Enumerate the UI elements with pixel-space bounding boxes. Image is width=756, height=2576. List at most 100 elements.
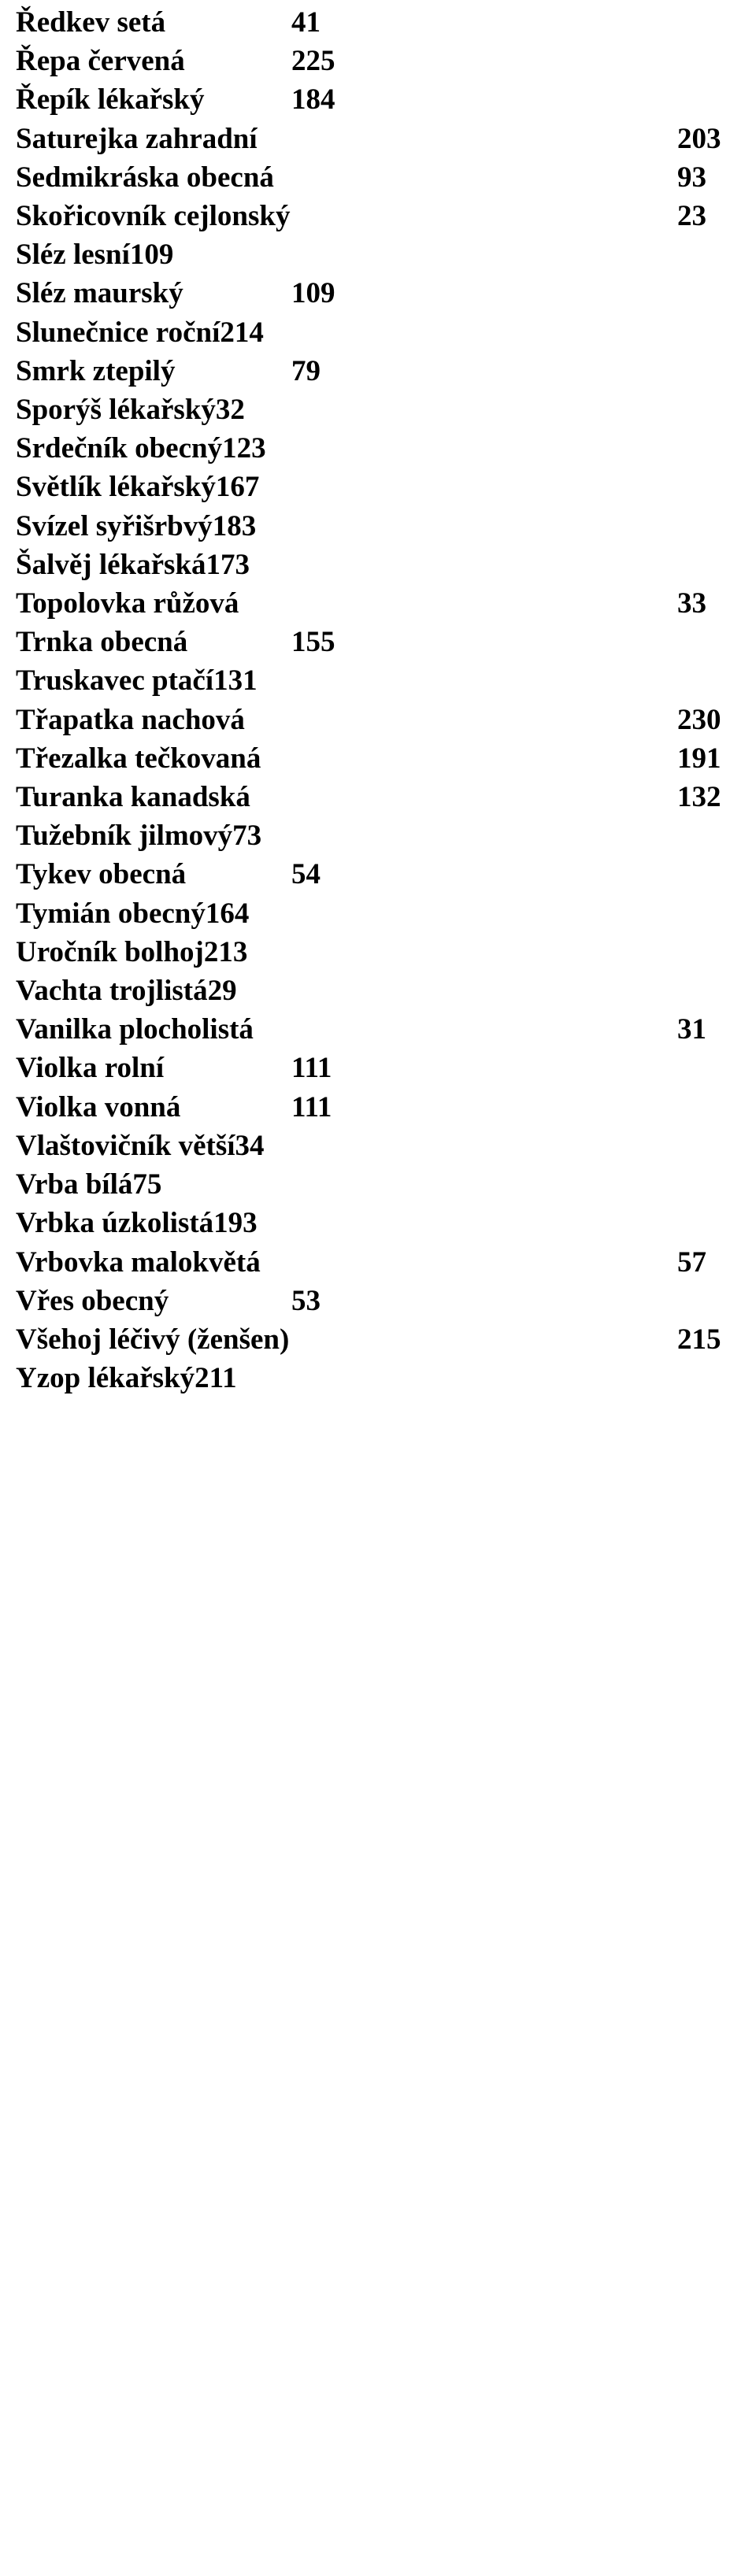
plant-name: Sléz lesní	[16, 235, 130, 274]
list-item: Smrk ztepilý79	[16, 352, 740, 390]
plant-name: Vlaštovičník větší	[16, 1127, 235, 1165]
list-item: Vlaštovičník větší 34	[16, 1127, 740, 1165]
plant-name: Topolovka růžová	[16, 584, 291, 623]
page-number: 41	[291, 3, 321, 42]
list-item: Svízel syřišrbvý 183	[16, 507, 740, 546]
page-number: 34	[235, 1127, 265, 1165]
plant-name: Sporýš lékařský	[16, 390, 216, 429]
plant-name: Tužebník jilmový	[16, 816, 232, 855]
page-number: 29	[208, 972, 237, 1010]
page-number: 32	[216, 390, 245, 429]
list-item: Uročník bolhoj 213	[16, 933, 740, 972]
list-item: Vřes obecný53	[16, 1282, 740, 1320]
page-number: 123	[222, 429, 266, 468]
list-item: Vrbka úzkolistá 193	[16, 1204, 740, 1242]
plant-name: Vrbka úzkolistá	[16, 1204, 213, 1242]
page-number: 183	[213, 507, 257, 546]
list-item: Šalvěj lékařská 173	[16, 546, 740, 584]
list-item: Řepa červená225	[16, 42, 740, 80]
plant-index-list: Ředkev setá41Řepa červená225Řepík lékařs…	[16, 3, 740, 1397]
plant-name: Sléz maurský	[16, 274, 291, 313]
list-item: Řepík lékařský184	[16, 80, 740, 119]
page-number: 193	[213, 1204, 258, 1242]
page-number: 54	[291, 855, 321, 894]
page-number-right: 203	[668, 120, 740, 158]
page-number-right: 230	[668, 701, 740, 739]
list-item: Slunečnice roční 214	[16, 313, 740, 352]
list-item: Třezalka tečkovaná 191	[16, 739, 756, 778]
plant-name: Vachta trojlistá	[16, 972, 208, 1010]
plant-name: Yzop lékařský	[16, 1359, 195, 1397]
plant-name: Vřes obecný	[16, 1282, 291, 1320]
list-item: Sporýš lékařský 32	[16, 390, 740, 429]
plant-name: Sedmikráska obecná	[16, 158, 291, 197]
list-item: Ředkev setá41	[16, 3, 740, 42]
list-item: Tymián obecný 164	[16, 894, 740, 933]
list-item: Truskavec ptačí 131	[16, 661, 740, 700]
list-item: Vrba bílá 75	[16, 1165, 740, 1204]
plant-name: Šalvěj lékařská	[16, 546, 206, 584]
plant-name: Violka rolní	[16, 1049, 291, 1087]
list-item: Vanilka plocholistá 31	[16, 1010, 756, 1049]
plant-name: Řepa červená	[16, 42, 291, 80]
page-number-right: 23	[668, 197, 740, 235]
list-item: Srdečník obecný 123	[16, 429, 740, 468]
list-item: Violka rolní111	[16, 1049, 740, 1087]
page-number-right: 57	[668, 1243, 740, 1282]
page-number-right: 33	[668, 584, 740, 623]
list-item: Sléz lesní 109	[16, 235, 740, 274]
page-number-right: 132	[668, 778, 740, 816]
page-number: 155	[291, 623, 335, 661]
list-item: Sedmikráska obecná 93	[16, 158, 756, 197]
list-item: Turanka kanadská 132	[16, 778, 756, 816]
plant-name: Truskavec ptačí	[16, 661, 213, 700]
page-number: 75	[132, 1165, 161, 1204]
page-number: 225	[291, 42, 335, 80]
list-item: Vachta trojlistá 29	[16, 972, 740, 1010]
plant-name: Řepík lékařský	[16, 80, 291, 119]
plant-name: Tymián obecný	[16, 894, 206, 933]
page-number-right: 215	[668, 1320, 740, 1359]
plant-name: Smrk ztepilý	[16, 352, 291, 390]
plant-name: Vrba bílá	[16, 1165, 132, 1204]
plant-name: Saturejka zahradní	[16, 120, 291, 158]
page-number: 53	[291, 1282, 321, 1320]
plant-name: Uročník bolhoj	[16, 933, 204, 972]
plant-name: Ředkev setá	[16, 3, 291, 42]
page-number: 109	[291, 274, 335, 313]
plant-name: Světlík lékařský	[16, 468, 216, 506]
list-item: Violka vonná111	[16, 1088, 740, 1127]
list-item: Topolovka růžová 33	[16, 584, 756, 623]
list-item: Světlík lékařský 167	[16, 468, 740, 506]
page-number: 111	[291, 1049, 332, 1087]
list-item: Tykev obecná54	[16, 855, 740, 894]
page-number: 164	[206, 894, 250, 933]
plant-name: Srdečník obecný	[16, 429, 222, 468]
page-number: 131	[213, 661, 258, 700]
plant-name: Violka vonná	[16, 1088, 291, 1127]
plant-name: Všehoj léčivý (ženšen)	[16, 1320, 291, 1359]
page-number: 184	[291, 80, 335, 119]
page-number-right: 31	[668, 1010, 740, 1049]
plant-name: Třapatka nachová	[16, 701, 291, 739]
plant-name: Turanka kanadská	[16, 778, 291, 816]
list-item: Všehoj léčivý (ženšen) 215	[16, 1320, 756, 1359]
page-number: 109	[130, 235, 174, 274]
plant-name: Vanilka plocholistá	[16, 1010, 291, 1049]
plant-name: Tykev obecná	[16, 855, 291, 894]
page-number: 173	[206, 546, 250, 584]
list-item: Sléz maurský109	[16, 274, 740, 313]
page-number-right: 93	[668, 158, 740, 197]
list-item: Vrbovka malokvětá 57	[16, 1243, 756, 1282]
plant-name: Slunečnice roční	[16, 313, 220, 352]
list-item: Saturejka zahradní 203	[16, 120, 756, 158]
page-number: 167	[216, 468, 260, 506]
page-number: 111	[291, 1088, 332, 1127]
plant-name: Svízel syřišrbvý	[16, 507, 213, 546]
page-number: 213	[204, 933, 248, 972]
plant-name: Vrbovka malokvětá	[16, 1243, 291, 1282]
page-number: 211	[195, 1359, 236, 1397]
plant-name: Třezalka tečkovaná	[16, 739, 291, 778]
page-number: 79	[291, 352, 321, 390]
page-number-right: 191	[668, 739, 740, 778]
